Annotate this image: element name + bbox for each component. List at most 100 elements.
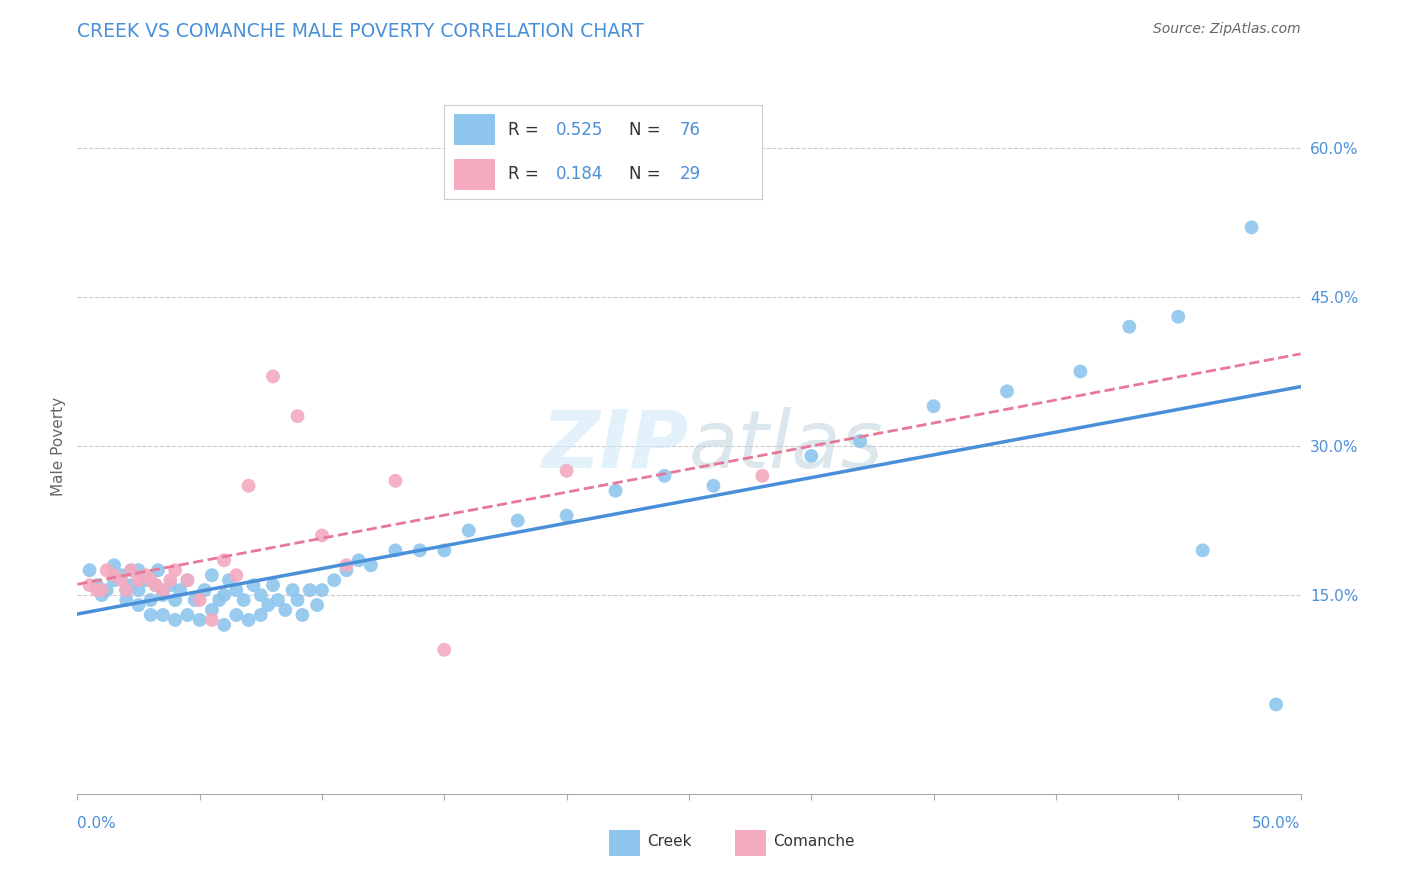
Point [115,583,138,598]
Point [135,573,157,587]
Point [267,593,290,607]
Point [159,573,181,587]
Point [86,578,108,592]
Point [457,524,479,538]
Point [103,573,125,587]
Point [135,568,157,582]
Point [274,603,297,617]
Text: 0.0%: 0.0% [77,816,117,831]
Point [120,563,142,577]
Point [176,573,198,587]
Point [212,588,235,602]
Point [751,468,773,483]
Point [232,593,254,607]
Point [291,607,314,622]
Point [384,543,406,558]
Point [152,588,174,602]
Point [242,578,264,592]
Text: Source: ZipAtlas.com: Source: ZipAtlas.com [1153,22,1301,37]
Point [800,449,823,463]
Point [384,474,406,488]
Point [103,558,125,573]
Point [287,409,309,424]
Point [335,563,357,577]
Point [307,598,329,612]
Point [146,563,169,577]
Point [298,583,321,598]
Text: CREEK VS COMANCHE MALE POVERTY CORRELATION CHART: CREEK VS COMANCHE MALE POVERTY CORRELATI… [77,22,644,41]
Point [201,568,224,582]
Y-axis label: Male Poverty: Male Poverty [51,396,66,496]
Point [127,583,149,598]
Point [188,593,211,607]
Point [127,598,149,612]
Point [176,573,198,587]
Point [433,642,456,657]
Point [110,568,132,582]
Point [79,563,101,577]
Point [139,593,162,607]
Point [165,563,187,577]
Point [605,483,627,498]
Point [555,464,578,478]
Point [335,558,357,573]
Point [165,593,187,607]
Text: Comanche: Comanche [773,834,855,848]
Point [1069,364,1091,378]
Point [311,528,333,542]
Point [250,588,273,602]
Point [103,568,125,582]
Point [201,613,224,627]
Text: Creek: Creek [647,834,692,848]
Point [1167,310,1189,324]
Point [287,593,309,607]
Point [257,598,280,612]
Point [115,583,138,598]
Text: 50.0%: 50.0% [1253,816,1301,831]
Point [311,583,333,598]
Point [654,468,676,483]
Point [360,558,382,573]
Point [127,563,149,577]
Point [201,603,224,617]
Point [347,553,370,567]
Point [409,543,432,558]
Point [159,578,181,592]
Point [1191,543,1213,558]
Point [188,613,211,627]
Point [86,583,108,598]
Point [90,583,112,598]
Point [849,434,872,448]
Point [184,593,207,607]
Point [238,613,260,627]
Point [145,578,167,592]
Point [225,583,247,598]
Point [433,543,456,558]
Text: ZIP: ZIP [541,407,689,485]
Point [96,563,118,577]
Point [212,553,235,567]
Point [152,607,174,622]
Point [127,573,149,587]
Point [139,607,162,622]
Point [262,369,284,384]
Point [120,563,142,577]
Text: atlas: atlas [689,407,884,485]
Point [193,583,215,598]
Point [79,578,101,592]
Point [212,618,235,632]
Point [139,573,162,587]
Point [323,573,346,587]
Point [176,607,198,622]
Point [506,514,529,528]
Point [96,583,118,598]
Point [702,479,724,493]
Point [555,508,578,523]
Point [169,583,191,598]
Point [250,607,273,622]
Point [1118,319,1140,334]
Point [225,568,247,582]
Point [145,578,167,592]
Point [225,607,247,622]
Point [90,588,112,602]
